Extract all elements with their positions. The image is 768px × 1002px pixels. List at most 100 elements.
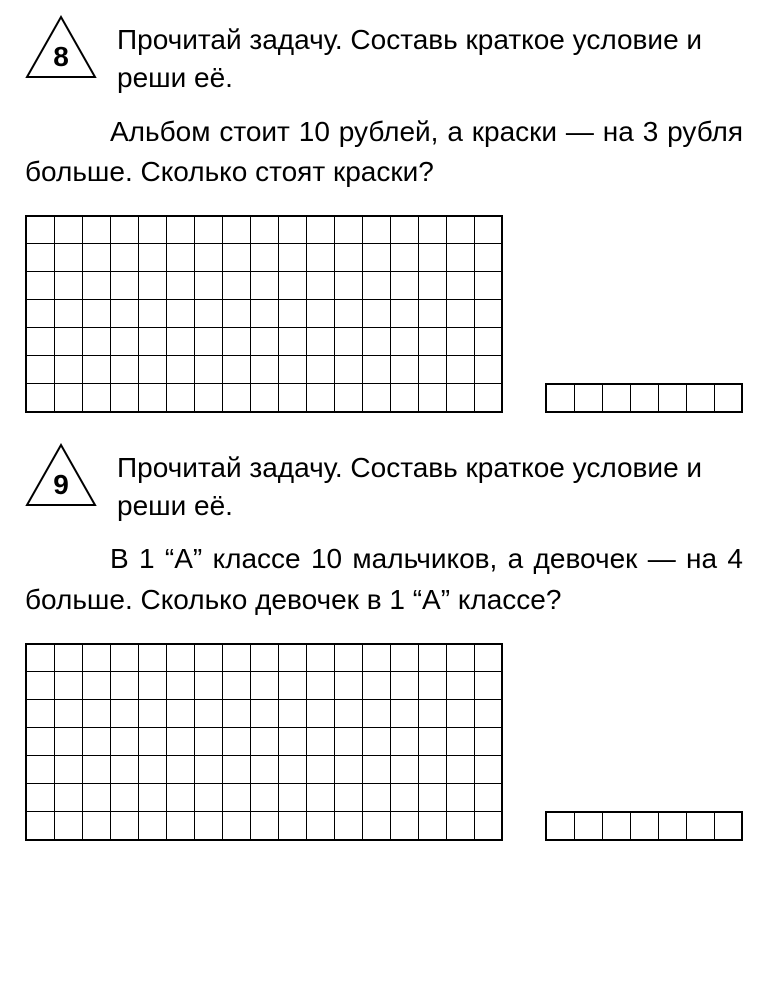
grid-cell bbox=[446, 728, 474, 756]
grid-cell bbox=[194, 300, 222, 328]
grid-cell bbox=[334, 812, 362, 840]
grid-cell bbox=[250, 272, 278, 300]
grid-cell bbox=[334, 328, 362, 356]
grid-cell bbox=[26, 728, 54, 756]
grid-cell bbox=[418, 756, 446, 784]
grid-cell bbox=[166, 700, 194, 728]
grid-cell bbox=[82, 756, 110, 784]
grid-cell bbox=[334, 356, 362, 384]
grid-cell bbox=[334, 728, 362, 756]
grid-cell bbox=[362, 384, 390, 412]
grid-cell bbox=[602, 384, 630, 412]
grid-cell bbox=[222, 300, 250, 328]
grid-cell bbox=[194, 216, 222, 244]
grid-cell bbox=[474, 644, 502, 672]
problem-9-grid-small bbox=[545, 811, 743, 841]
grid-cell bbox=[166, 356, 194, 384]
grid-cell bbox=[82, 644, 110, 672]
grid-cell bbox=[474, 328, 502, 356]
grid-cell bbox=[334, 300, 362, 328]
grid-cell bbox=[54, 812, 82, 840]
grid-cell bbox=[194, 244, 222, 272]
grid-cell bbox=[418, 672, 446, 700]
grid-cell bbox=[138, 700, 166, 728]
grid-cell bbox=[362, 700, 390, 728]
grid-cell bbox=[82, 784, 110, 812]
grid-cell bbox=[250, 784, 278, 812]
grid-cell bbox=[658, 812, 686, 840]
grid-cell bbox=[714, 812, 742, 840]
grid-cell bbox=[166, 728, 194, 756]
grid-cell bbox=[418, 244, 446, 272]
grid-cell bbox=[658, 384, 686, 412]
grid-cell bbox=[418, 384, 446, 412]
grid-cell bbox=[278, 756, 306, 784]
grid-cell bbox=[82, 216, 110, 244]
grid-cell bbox=[278, 216, 306, 244]
grid-cell bbox=[54, 728, 82, 756]
grid-cell bbox=[222, 272, 250, 300]
grid-cell bbox=[54, 356, 82, 384]
problem-8-text-content: Альбом стоит 10 рублей, а крас­ки — на 3… bbox=[25, 116, 743, 188]
problem-8-text: Альбом стоит 10 рублей, а крас­ки — на 3… bbox=[25, 112, 743, 193]
grid-cell bbox=[334, 756, 362, 784]
grid-cell bbox=[446, 300, 474, 328]
grid-cell bbox=[166, 672, 194, 700]
grid-cell bbox=[138, 644, 166, 672]
grid-cell bbox=[278, 700, 306, 728]
grid-cell bbox=[446, 328, 474, 356]
grid-cell bbox=[194, 384, 222, 412]
grid-cell bbox=[686, 384, 714, 412]
grid-cell bbox=[474, 300, 502, 328]
grid-cell bbox=[110, 384, 138, 412]
grid-cell bbox=[26, 784, 54, 812]
grid-cell bbox=[306, 812, 334, 840]
grid-cell bbox=[222, 700, 250, 728]
grid-cell bbox=[446, 784, 474, 812]
grid-cell bbox=[194, 784, 222, 812]
grid-cell bbox=[362, 216, 390, 244]
grid-cell bbox=[222, 728, 250, 756]
grid-cell bbox=[418, 328, 446, 356]
grid-cell bbox=[306, 756, 334, 784]
problem-9: 9 Прочитай задачу. Составь краткое услов… bbox=[25, 443, 743, 841]
grid-cell bbox=[474, 272, 502, 300]
grid-cell bbox=[474, 756, 502, 784]
grid-cell bbox=[26, 672, 54, 700]
grid-cell bbox=[54, 244, 82, 272]
grid-cell bbox=[306, 784, 334, 812]
grid-cell bbox=[138, 784, 166, 812]
grid-cell bbox=[334, 216, 362, 244]
grid-cell bbox=[278, 272, 306, 300]
grid-cell bbox=[546, 384, 574, 412]
grid-cell bbox=[166, 812, 194, 840]
grid-cell bbox=[278, 812, 306, 840]
grid-cell bbox=[54, 672, 82, 700]
grid-cell bbox=[306, 672, 334, 700]
grid-cell bbox=[474, 244, 502, 272]
grid-cell bbox=[418, 700, 446, 728]
grid-cell bbox=[474, 384, 502, 412]
grid-cell bbox=[250, 328, 278, 356]
grid-cell bbox=[138, 272, 166, 300]
grid-cell bbox=[278, 384, 306, 412]
grid-cell bbox=[306, 272, 334, 300]
grid-cell bbox=[82, 672, 110, 700]
grid-cell bbox=[250, 756, 278, 784]
grid-cell bbox=[194, 756, 222, 784]
grid-cell bbox=[166, 328, 194, 356]
grid-cell bbox=[138, 756, 166, 784]
grid-cell bbox=[278, 644, 306, 672]
grid-cell bbox=[390, 812, 418, 840]
grid-cell bbox=[26, 300, 54, 328]
grid-cell bbox=[166, 244, 194, 272]
grid-cell bbox=[82, 700, 110, 728]
grid-cell bbox=[390, 216, 418, 244]
grid-cell bbox=[390, 644, 418, 672]
grid-cell bbox=[418, 784, 446, 812]
grid-cell bbox=[138, 328, 166, 356]
grid-cell bbox=[222, 812, 250, 840]
grid-cell bbox=[390, 272, 418, 300]
grid-cell bbox=[250, 644, 278, 672]
grid-cell bbox=[446, 700, 474, 728]
